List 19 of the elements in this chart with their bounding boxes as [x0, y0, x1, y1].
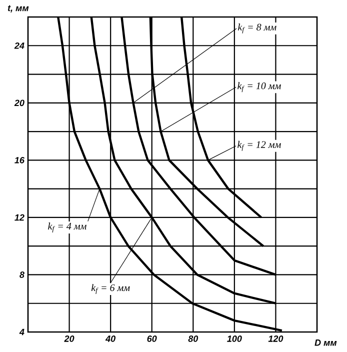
y-tick-label: 12: [14, 214, 24, 221]
x-tick-label: 60: [147, 336, 157, 342]
x-tick-label: 40: [105, 336, 116, 342]
y-tick-label: 8: [20, 272, 24, 278]
annotation: k$_{f}$ = 4 мм: [48, 222, 86, 232]
annotation: k$_{f}$ = 8 мм: [238, 23, 276, 34]
y-tick-label: 20: [14, 100, 24, 106]
x-tick-label: 20: [64, 336, 74, 342]
x-tick-label: 80: [188, 336, 198, 342]
y-tick-label: 24: [14, 42, 24, 49]
annotation: k$_{f}$ = 6 мм: [91, 284, 130, 294]
annotation: k$_{f}$ = 10 мм: [238, 82, 281, 92]
y-tick-label: 16: [14, 156, 25, 164]
annotation: k$_{f}$ = 12 мм: [238, 140, 281, 151]
x-tick-label: 100: [227, 336, 242, 342]
y-tick-label: 4: [19, 328, 24, 336]
y-axis-title: t, мм: [8, 5, 29, 12]
x-tick-label: 120: [268, 336, 284, 342]
x-axis-title: D мм: [314, 340, 337, 346]
